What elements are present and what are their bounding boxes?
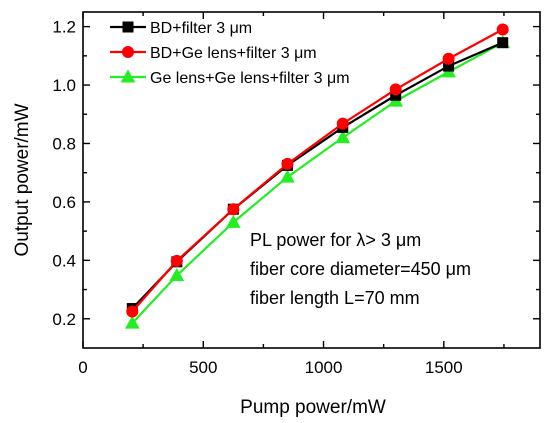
legend-label-2: Ge lens+Ge lens+filter 3 μm xyxy=(150,70,350,87)
series-2-point xyxy=(335,130,351,144)
series-1-point xyxy=(389,83,402,96)
series-line-1 xyxy=(131,28,504,313)
x-axis-title: Pump power/mW xyxy=(240,397,386,418)
plot-frame xyxy=(82,11,541,349)
series-2-point xyxy=(280,169,295,183)
series-1-point xyxy=(170,254,183,267)
y-tick-label: 0.6 xyxy=(52,193,76,212)
annotation-line-1: PL power for λ> 3 μm xyxy=(250,230,421,250)
legend-marker-0 xyxy=(122,21,134,33)
x-tick-label: 1000 xyxy=(305,358,343,377)
annotation-line-2: fiber core diameter=450 μm xyxy=(250,259,471,279)
annotation-block: PL power for λ> 3 μm fiber core diameter… xyxy=(250,230,471,308)
axes: 0 500 1000 1500 0.2 0.4 0.6 0.8 1.0 1.2 xyxy=(52,11,541,377)
legend-marker-1 xyxy=(122,46,134,58)
y-tick-label: 1.0 xyxy=(52,76,76,95)
y-tick-label: 0.4 xyxy=(52,251,76,270)
series-1-point xyxy=(336,117,349,130)
x-tick-label: 1500 xyxy=(425,358,463,377)
legend-label-1: BD+Ge lens+filter 3 μm xyxy=(150,45,317,62)
series-1-point xyxy=(126,305,139,318)
legend-label-0: BD+filter 3 μm xyxy=(150,20,252,37)
y-tick-label: 1.2 xyxy=(52,18,76,37)
legend: BD+filter 3 μm BD+Ge lens+filter 3 μm Ge l… xyxy=(110,20,350,87)
plot-marks xyxy=(124,23,511,329)
series-1-point xyxy=(227,203,240,216)
series-0-point xyxy=(497,37,509,49)
annotation-line-3: fiber length L=70 mm xyxy=(250,288,420,308)
series-1-point xyxy=(496,23,509,36)
series-line-2 xyxy=(131,41,504,324)
y-tick-label: 0.2 xyxy=(52,310,76,329)
series-2-point xyxy=(169,268,185,282)
legend-marker-2 xyxy=(120,69,136,83)
x-tick-label: 0 xyxy=(78,358,87,377)
y-tick-label: 0.8 xyxy=(52,134,76,153)
series-1-point xyxy=(442,52,455,65)
series-1-point xyxy=(281,157,294,170)
y-axis-title: Output power/mW xyxy=(12,103,33,256)
x-tick-label: 500 xyxy=(189,358,217,377)
series-2-point xyxy=(124,315,140,329)
series-2-point xyxy=(225,214,241,228)
